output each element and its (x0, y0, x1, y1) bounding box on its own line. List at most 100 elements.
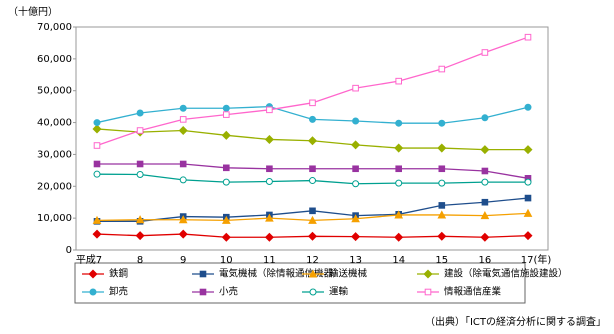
data-point (136, 127, 144, 134)
data-point (179, 104, 187, 112)
x-tick-label: 平成7 (76, 254, 102, 266)
data-point (480, 145, 490, 155)
data-point (524, 103, 532, 111)
legend-marker (199, 270, 207, 278)
x-tick-label: 8 (137, 255, 143, 266)
data-point (92, 215, 102, 224)
legend-marker (199, 288, 207, 296)
data-point (351, 214, 360, 223)
legend-box (74, 262, 526, 304)
x-tick-label: 16 (479, 255, 492, 266)
data-point (309, 99, 316, 107)
data-point (309, 177, 316, 185)
y-tick-label: 40,000 (37, 118, 72, 129)
data-point (481, 167, 489, 175)
y-tick-label: 30,000 (37, 149, 72, 160)
data-point (136, 160, 144, 168)
data-point (480, 232, 490, 242)
data-point (265, 178, 273, 186)
data-point (307, 136, 318, 146)
data-point (309, 165, 316, 173)
data-point (352, 165, 359, 173)
data-point (92, 229, 102, 239)
data-point (438, 202, 446, 209)
data-point (481, 49, 489, 56)
data-point (308, 215, 317, 224)
x-tick-label: 12 (306, 255, 319, 266)
data-point (136, 109, 144, 117)
data-point (222, 178, 230, 186)
data-point (438, 119, 446, 127)
data-point (395, 179, 403, 187)
y-tick-label: 0 (66, 245, 72, 256)
data-point (438, 165, 446, 173)
data-point (437, 143, 447, 153)
data-point (92, 124, 102, 134)
data-point (179, 160, 187, 168)
y-tick-label: 70,000 (37, 22, 72, 33)
x-tick-label: 17(年) (521, 253, 552, 266)
data-point (395, 119, 403, 127)
data-point (352, 180, 360, 188)
data-point (523, 145, 533, 155)
y-tick-label: 50,000 (37, 86, 72, 97)
data-point (93, 119, 101, 127)
data-point (480, 211, 490, 220)
plot-frame (75, 26, 549, 251)
data-point (395, 77, 402, 85)
x-tick-label: 15 (435, 255, 448, 266)
y-tick-label: 10,000 (37, 213, 72, 224)
legend-marker (88, 269, 98, 279)
data-point (223, 164, 230, 172)
data-point (394, 143, 404, 153)
unit-label: （十億円） (8, 5, 58, 18)
data-point (178, 126, 188, 136)
data-point (264, 232, 274, 242)
legend-label: 輸送機械 (329, 268, 368, 280)
source-note: （出典）「ICTの経済分析に関する調査」 (425, 315, 606, 328)
data-point (264, 134, 274, 144)
data-point (395, 165, 402, 173)
data-point (222, 104, 230, 112)
data-point (481, 178, 489, 186)
data-point (135, 231, 145, 241)
legend-marker (309, 288, 317, 296)
data-point (93, 160, 101, 168)
data-point (178, 215, 188, 224)
legend-label: 小売 (219, 286, 238, 298)
data-point (437, 210, 447, 219)
data-point (437, 231, 447, 241)
legend-marker (423, 269, 433, 279)
data-point (351, 232, 361, 242)
data-point (309, 207, 316, 215)
data-point (178, 229, 188, 239)
y-tick-label: 20,000 (37, 181, 72, 192)
data-point (221, 232, 231, 242)
data-point (394, 210, 404, 219)
data-point (523, 208, 533, 217)
data-point (135, 215, 145, 224)
series-line (96, 36, 529, 147)
legend-label: 鉄鋼 (109, 268, 128, 280)
data-point (223, 111, 230, 118)
x-tick-label: 13 (349, 255, 362, 266)
legend-label: 建設（除電気通信施設建設） (444, 268, 568, 280)
data-point (352, 117, 360, 125)
x-tick-label: 10 (220, 255, 233, 266)
legend-label: 情報通信産業 (444, 286, 502, 298)
y-tick-label: 60,000 (37, 54, 72, 65)
x-tick-label: 9 (180, 255, 186, 266)
data-point (221, 215, 231, 224)
data-point (266, 106, 273, 114)
data-point (524, 178, 532, 186)
legend-label: 運輸 (329, 286, 349, 298)
legend-marker (89, 288, 97, 296)
data-point (179, 176, 187, 184)
data-point (221, 130, 231, 140)
data-point (394, 232, 404, 242)
data-point (93, 142, 101, 149)
data-point (265, 213, 274, 222)
data-point (524, 33, 532, 41)
